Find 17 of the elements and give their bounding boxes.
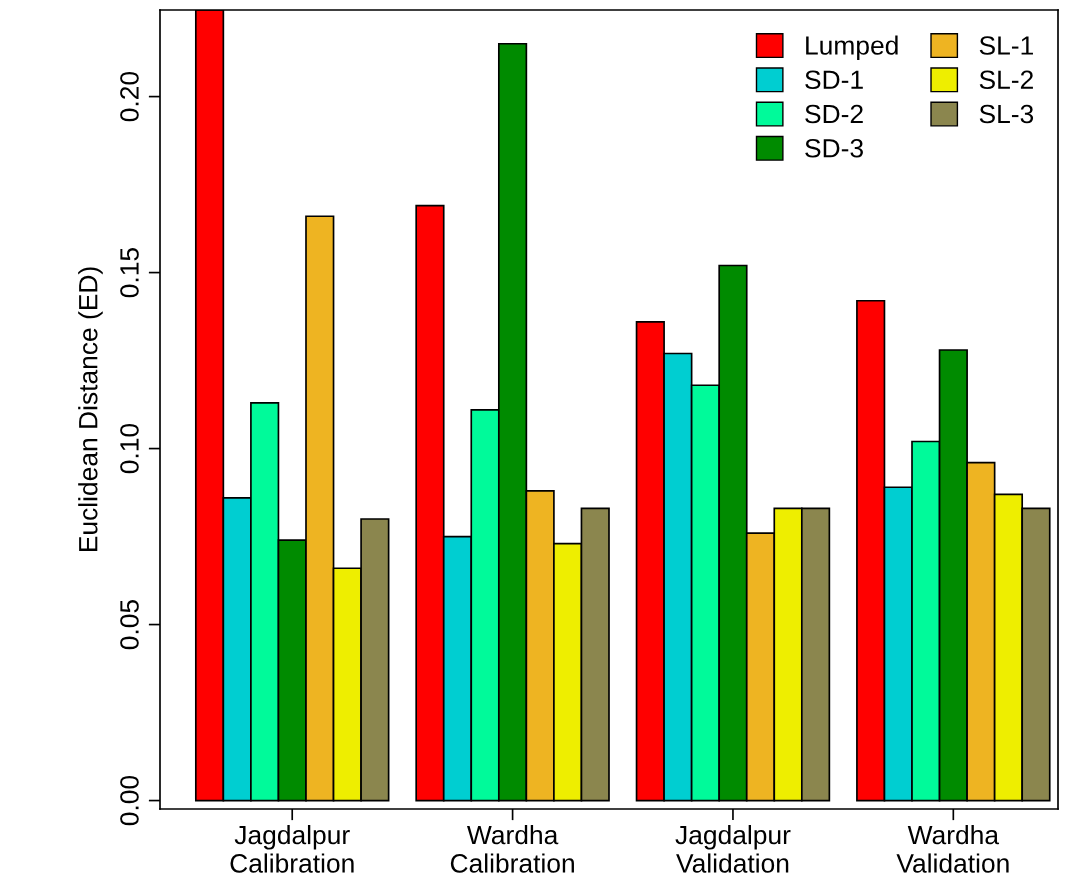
y-tick-label: 0.20 [120, 71, 139, 122]
x-tick-label: Wardha Validation [896, 824, 1009, 873]
y-axis-title: Euclidean Distance (ED) [78, 267, 103, 552]
x-tick-label: Jagdalpur Validation [675, 824, 791, 873]
legend-label: Lumped [806, 35, 898, 61]
legend-label: SD-3 [805, 138, 863, 158]
legend-label: SL-1 [979, 36, 1033, 55]
y-tick-label: 0.00 [120, 775, 139, 826]
y-tick-label: 0.05 [120, 599, 139, 650]
x-tick-label: Wardha Calibration [450, 824, 574, 873]
y-tick-label: 0.15 [120, 248, 139, 298]
legend-label: SL-2 [979, 70, 1033, 90]
legend-label: SD-1 [805, 70, 863, 90]
x-tick-label: Jagdalpur Calibration [230, 824, 354, 873]
legend-label: SL-3 [979, 104, 1034, 124]
legend-label: SD-2 [805, 104, 863, 124]
y-tick-label: 0.10 [120, 423, 139, 474]
